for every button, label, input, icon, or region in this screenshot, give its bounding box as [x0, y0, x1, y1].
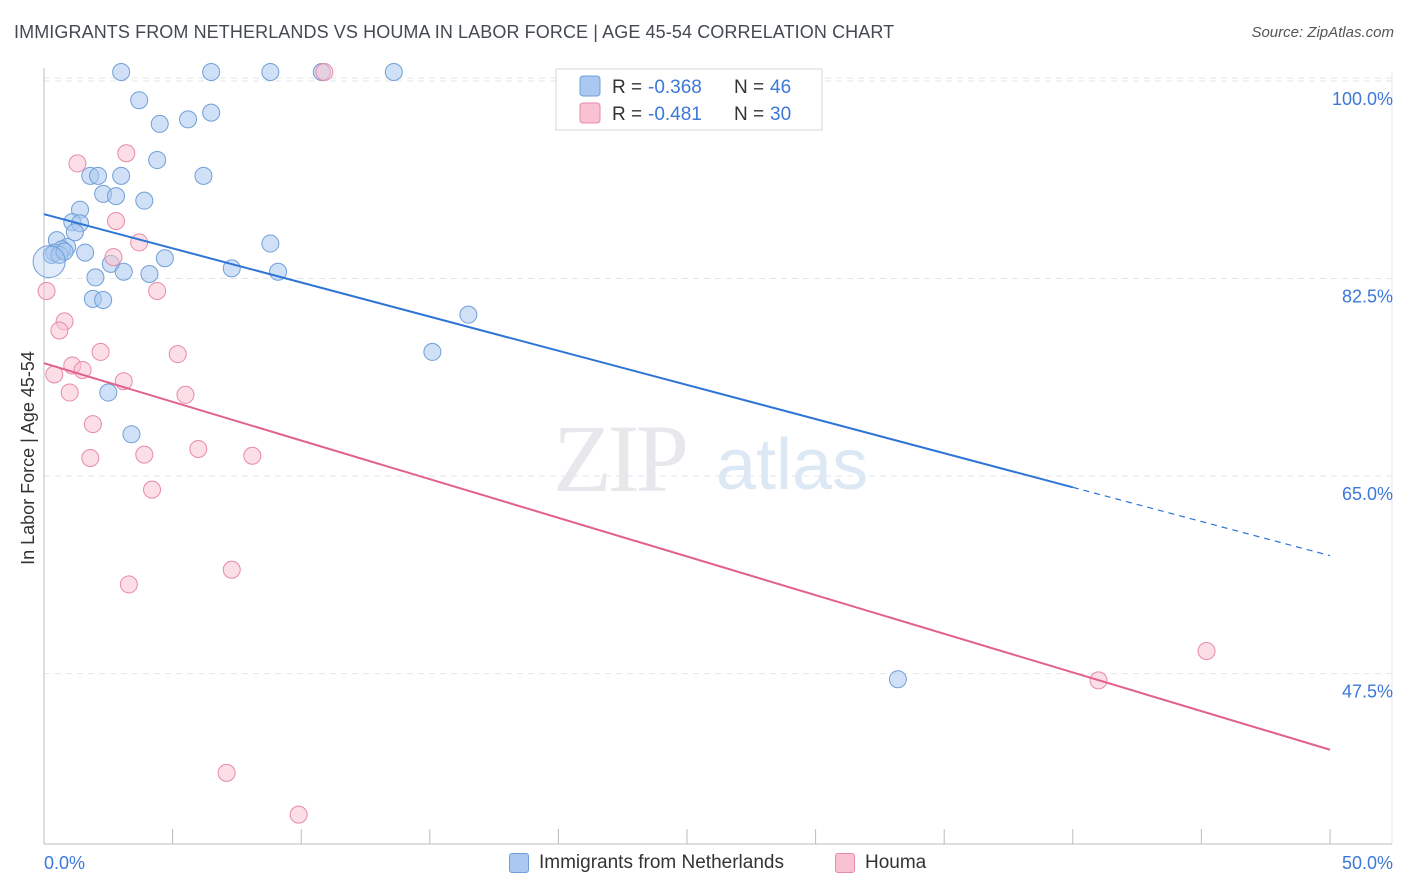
- legend-n-label-2: N =: [734, 104, 769, 125]
- data-point: [155, 249, 174, 268]
- x-tick-label: 0.0%: [44, 853, 85, 873]
- trend-lines: [43, 213, 1331, 751]
- watermark-zip: ZIP: [553, 405, 686, 512]
- legend-item-houma: Houma: [835, 852, 926, 874]
- y-tick-label: 65.0%: [1342, 484, 1393, 504]
- axes: [43, 68, 1392, 845]
- data-point: [117, 144, 136, 163]
- source-label: Source: ZipAtlas.com: [1251, 24, 1394, 41]
- legend-top: R = -0.368 N = 46 R = -0.481 N = 30: [555, 68, 823, 131]
- data-point: [60, 383, 79, 402]
- data-point: [202, 63, 221, 81]
- data-point: [83, 415, 102, 434]
- legend-r-value-1: -0.368: [648, 77, 702, 98]
- legend-r-label-1: R =: [612, 77, 647, 98]
- data-point: [99, 383, 118, 402]
- data-point: [261, 234, 280, 253]
- legend-swatch-netherlands: [579, 75, 601, 97]
- data-point: [114, 262, 133, 281]
- data-point: [148, 151, 167, 170]
- data-point: [176, 385, 195, 404]
- chart-title: IMMIGRANTS FROM NETHERLANDS VS HOUMA IN …: [14, 22, 895, 42]
- data-point: [423, 342, 442, 361]
- data-point: [76, 243, 95, 262]
- legend-n-label-1: N =: [734, 77, 769, 98]
- series-netherlands-points: [42, 63, 907, 689]
- data-point: [50, 321, 69, 340]
- y-tick-label: 82.5%: [1342, 287, 1393, 307]
- data-point-cluster: [32, 245, 66, 279]
- data-point: [68, 154, 87, 173]
- data-point: [243, 446, 262, 465]
- trend-line-netherlands-extrapolated: [1072, 486, 1331, 557]
- data-point: [222, 560, 241, 579]
- data-point: [168, 345, 187, 364]
- legend-swatch-houma: [579, 102, 601, 124]
- legend-n-value-2: 30: [770, 104, 791, 125]
- x-tick-labels: 0.0% 50.0%: [44, 853, 1393, 873]
- data-point: [81, 449, 100, 467]
- legend-label-houma: Houma: [865, 852, 927, 873]
- data-point: [315, 63, 334, 81]
- y-tick-label: 47.5%: [1342, 682, 1393, 702]
- data-point: [119, 575, 138, 594]
- legend-r-value-2: -0.481: [648, 104, 702, 125]
- legend-r-label-2: R =: [612, 104, 647, 125]
- data-point: [202, 103, 221, 122]
- data-point: [143, 480, 162, 499]
- data-point: [65, 223, 84, 242]
- data-point: [179, 110, 198, 129]
- data-point: [459, 305, 478, 324]
- data-point: [94, 290, 113, 309]
- watermark-atlas: atlas: [716, 425, 868, 505]
- data-point: [222, 259, 241, 278]
- data-point: [135, 191, 154, 210]
- data-point: [189, 439, 208, 458]
- data-point: [135, 445, 154, 464]
- data-point: [150, 114, 169, 133]
- data-point: [148, 281, 167, 300]
- data-point: [104, 248, 123, 267]
- data-point: [107, 211, 126, 230]
- data-point: [384, 63, 403, 81]
- legend-n-value-1: 46: [770, 77, 791, 98]
- y-axis-label: In Labor Force | Age 45-54: [18, 351, 38, 565]
- data-point: [91, 342, 110, 361]
- data-point: [112, 166, 131, 185]
- trend-line-houma: [43, 362, 1331, 751]
- data-point: [217, 763, 236, 782]
- legend-label-netherlands: Immigrants from Netherlands: [539, 852, 784, 873]
- data-point: [130, 233, 149, 252]
- y-tick-label: 100.0%: [1332, 89, 1393, 109]
- data-point: [888, 670, 907, 689]
- legend-swatch-houma-bottom: [835, 853, 855, 873]
- trend-line-netherlands: [43, 213, 1074, 489]
- data-point: [130, 91, 149, 110]
- data-point: [107, 187, 126, 206]
- x-tick-label: 50.0%: [1342, 853, 1393, 873]
- data-point: [37, 281, 56, 300]
- legend-bottom: Immigrants from Netherlands Houma: [0, 852, 1406, 878]
- data-point: [194, 166, 213, 185]
- data-point: [140, 265, 159, 284]
- data-point: [289, 805, 308, 824]
- legend-swatch-netherlands-bottom: [509, 853, 529, 873]
- data-point: [122, 425, 141, 444]
- legend-item-netherlands: Immigrants from Netherlands: [509, 852, 784, 874]
- data-point: [261, 63, 280, 81]
- data-point: [86, 268, 105, 287]
- watermark: ZIP atlas: [553, 405, 868, 512]
- grid-lines: [44, 72, 1393, 844]
- data-point: [112, 63, 131, 81]
- data-point: [89, 166, 108, 185]
- y-tick-labels: 47.5% 65.0% 82.5% 100.0%: [1332, 89, 1393, 702]
- data-point: [1197, 642, 1216, 660]
